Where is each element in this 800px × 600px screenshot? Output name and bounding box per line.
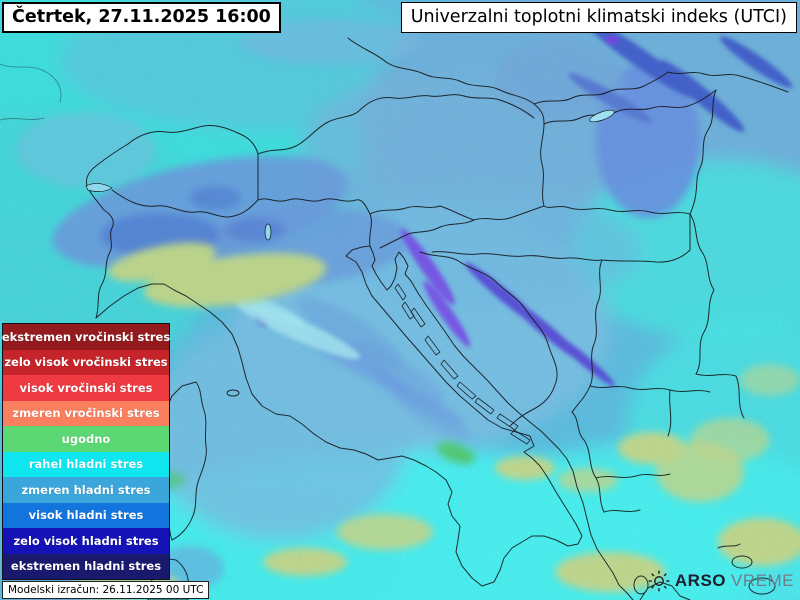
legend-item-label: visok hladni stres xyxy=(28,508,144,523)
legend-item-label: visok vročinski stres xyxy=(19,380,153,395)
map-title-box: Univerzalni toplotni klimatski indeks (U… xyxy=(400,2,797,33)
legend: ekstremen vročinski stres zelo visok vroč… xyxy=(2,323,170,580)
italy-coastline xyxy=(95,245,583,587)
legend-item-label: zelo visok hladni stres xyxy=(13,533,159,548)
legend-item-label: ekstremen vročinski stres xyxy=(1,329,171,344)
legend-item-label: zmeren vročinski stres xyxy=(12,406,160,421)
sun-icon xyxy=(648,570,670,592)
legend-item: zelo visok vročinski stres xyxy=(3,349,169,375)
legend-item: ekstremen vročinski stres xyxy=(1,324,171,350)
model-run-box: Modelski izračun: 26.11.2025 00 UTC xyxy=(2,581,210,599)
legend-item: visok hladni stres xyxy=(3,502,169,528)
legend-item: ugodno xyxy=(3,426,169,452)
legend-item: visok vročinski stres xyxy=(3,375,169,401)
logo-brand: ARSO xyxy=(674,571,727,590)
country-borders xyxy=(0,37,789,600)
logo-product: VREME xyxy=(731,571,794,590)
legend-item: ekstremen hladni stres xyxy=(3,553,169,579)
legend-item-label: zmeren hladni stres xyxy=(21,482,151,497)
legend-item-label: zelo visok vročinski stres xyxy=(4,355,168,370)
legend-item-label: ekstremen hladni stres xyxy=(10,559,162,574)
lakes xyxy=(85,109,615,241)
croatia-islands xyxy=(394,283,531,445)
legend-item: zmeren vročinski stres xyxy=(3,400,169,426)
legend-item-label: ugodno xyxy=(61,431,111,446)
datetime-box: Četrtek, 27.11.2025 16:00 xyxy=(2,2,281,33)
legend-item-label: rahel hladni stres xyxy=(28,457,144,472)
legend-item: zelo visok hladni stres xyxy=(3,528,169,554)
legend-item: zmeren hladni stres xyxy=(3,477,169,503)
legend-item: rahel hladni stres xyxy=(3,451,169,477)
arso-vreme-logo: ARSO VREME xyxy=(648,570,794,592)
